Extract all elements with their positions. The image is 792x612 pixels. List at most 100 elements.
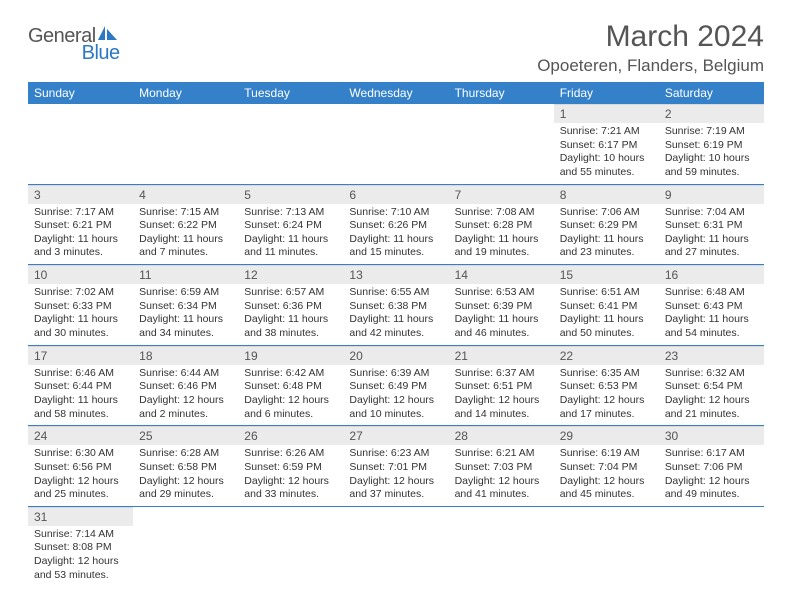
sunset-text: Sunset: 6:49 PM <box>349 380 442 394</box>
sunrise-text: Sunrise: 6:42 AM <box>244 367 337 381</box>
calendar-day-cell <box>449 506 554 586</box>
calendar-day-cell: 23Sunrise: 6:32 AMSunset: 6:54 PMDayligh… <box>659 345 764 426</box>
sunset-text: Sunset: 6:48 PM <box>244 380 337 394</box>
day-number: 21 <box>449 346 554 365</box>
day-number: 3 <box>28 185 133 204</box>
sunset-text: Sunset: 6:22 PM <box>139 219 232 233</box>
sunrise-text: Sunrise: 6:28 AM <box>139 447 232 461</box>
sunset-text: Sunset: 6:26 PM <box>349 219 442 233</box>
daylight-text: Daylight: 11 hours and 27 minutes. <box>665 233 758 260</box>
sunset-text: Sunset: 6:56 PM <box>34 461 127 475</box>
day-details: Sunrise: 7:21 AMSunset: 6:17 PMDaylight:… <box>554 123 659 184</box>
daylight-text: Daylight: 11 hours and 42 minutes. <box>349 313 442 340</box>
sunrise-text: Sunrise: 7:13 AM <box>244 206 337 220</box>
sunset-text: Sunset: 6:28 PM <box>455 219 548 233</box>
sunrise-text: Sunrise: 7:14 AM <box>34 528 127 542</box>
sunrise-text: Sunrise: 7:08 AM <box>455 206 548 220</box>
daylight-text: Daylight: 11 hours and 3 minutes. <box>34 233 127 260</box>
sunset-text: Sunset: 8:08 PM <box>34 541 127 555</box>
calendar-day-cell: 31 Sunrise: 7:14 AMSunset: 8:08 PMDayligh… <box>28 506 133 586</box>
calendar-day-cell <box>343 104 448 184</box>
sunrise-text: Sunrise: 6:19 AM <box>560 447 653 461</box>
calendar-day-cell: 18Sunrise: 6:44 AMSunset: 6:46 PMDayligh… <box>133 345 238 426</box>
sunset-text: Sunset: 6:43 PM <box>665 300 758 314</box>
calendar-day-cell: 9Sunrise: 7:04 AMSunset: 6:31 PMDaylight… <box>659 184 764 265</box>
sunset-text: Sunset: 7:04 PM <box>560 461 653 475</box>
day-details: Sunrise: 6:44 AMSunset: 6:46 PMDaylight:… <box>133 365 238 426</box>
calendar-week-row: 1Sunrise: 7:21 AMSunset: 6:17 PMDaylight… <box>28 104 764 184</box>
day-details: Sunrise: 7:04 AMSunset: 6:31 PMDaylight:… <box>659 204 764 265</box>
month-title: March 2024 <box>537 20 764 54</box>
logo-text-blue: Blue <box>82 43 120 63</box>
sunset-text: Sunset: 6:51 PM <box>455 380 548 394</box>
day-details: Sunrise: 7:06 AMSunset: 6:29 PMDaylight:… <box>554 204 659 265</box>
calendar-week-row: 24Sunrise: 6:30 AMSunset: 6:56 PMDayligh… <box>28 426 764 507</box>
day-number: 14 <box>449 265 554 284</box>
day-details: Sunrise: 6:19 AMSunset: 7:04 PMDaylight:… <box>554 445 659 506</box>
calendar-day-cell: 6Sunrise: 7:10 AMSunset: 6:26 PMDaylight… <box>343 184 448 265</box>
daylight-text: Daylight: 11 hours and 7 minutes. <box>139 233 232 260</box>
weekday-header-row: Sunday Monday Tuesday Wednesday Thursday… <box>28 82 764 104</box>
sunset-text: Sunset: 6:59 PM <box>244 461 337 475</box>
sunset-text: Sunset: 6:38 PM <box>349 300 442 314</box>
title-block: March 2024 Opoeteren, Flanders, Belgium <box>537 20 764 76</box>
daylight-text: Daylight: 11 hours and 54 minutes. <box>665 313 758 340</box>
day-details: Sunrise: 6:39 AMSunset: 6:49 PMDaylight:… <box>343 365 448 426</box>
daylight-text: Daylight: 12 hours and 17 minutes. <box>560 394 653 421</box>
day-number: 26 <box>238 426 343 445</box>
calendar-day-cell <box>238 506 343 586</box>
day-number: 31 <box>28 507 133 526</box>
day-number: 16 <box>659 265 764 284</box>
calendar-week-row: 3Sunrise: 7:17 AMSunset: 6:21 PMDaylight… <box>28 184 764 265</box>
day-details: Sunrise: 7:17 AMSunset: 6:21 PMDaylight:… <box>28 204 133 265</box>
day-details: Sunrise: 6:26 AMSunset: 6:59 PMDaylight:… <box>238 445 343 506</box>
daylight-text: Daylight: 11 hours and 58 minutes. <box>34 394 127 421</box>
day-number: 10 <box>28 265 133 284</box>
sunrise-text: Sunrise: 6:26 AM <box>244 447 337 461</box>
daylight-text: Daylight: 11 hours and 15 minutes. <box>349 233 442 260</box>
sunrise-text: Sunrise: 6:17 AM <box>665 447 758 461</box>
daylight-text: Daylight: 12 hours and 53 minutes. <box>34 555 127 582</box>
calendar-week-row: 17Sunrise: 6:46 AMSunset: 6:44 PMDayligh… <box>28 345 764 426</box>
daylight-text: Daylight: 12 hours and 6 minutes. <box>244 394 337 421</box>
weekday-header: Tuesday <box>238 82 343 104</box>
calendar-day-cell: 2Sunrise: 7:19 AMSunset: 6:19 PMDaylight… <box>659 104 764 184</box>
day-details: Sunrise: 7:19 AMSunset: 6:19 PMDaylight:… <box>659 123 764 184</box>
calendar-day-cell: 16Sunrise: 6:48 AMSunset: 6:43 PMDayligh… <box>659 265 764 346</box>
day-details: Sunrise: 7:08 AMSunset: 6:28 PMDaylight:… <box>449 204 554 265</box>
daylight-text: Daylight: 12 hours and 2 minutes. <box>139 394 232 421</box>
day-number: 11 <box>133 265 238 284</box>
calendar-day-cell: 11Sunrise: 6:59 AMSunset: 6:34 PMDayligh… <box>133 265 238 346</box>
daylight-text: Daylight: 10 hours and 59 minutes. <box>665 152 758 179</box>
daylight-text: Daylight: 12 hours and 10 minutes. <box>349 394 442 421</box>
calendar-day-cell: 8Sunrise: 7:06 AMSunset: 6:29 PMDaylight… <box>554 184 659 265</box>
sunrise-text: Sunrise: 6:21 AM <box>455 447 548 461</box>
sunset-text: Sunset: 6:36 PM <box>244 300 337 314</box>
day-details: Sunrise: 7:10 AMSunset: 6:26 PMDaylight:… <box>343 204 448 265</box>
calendar-day-cell <box>449 104 554 184</box>
sunrise-text: Sunrise: 6:23 AM <box>349 447 442 461</box>
calendar-day-cell <box>554 506 659 586</box>
calendar-day-cell <box>133 104 238 184</box>
daylight-text: Daylight: 12 hours and 21 minutes. <box>665 394 758 421</box>
header: GeneralBlue March 2024 Opoeteren, Flande… <box>28 20 764 76</box>
sunset-text: Sunset: 7:03 PM <box>455 461 548 475</box>
calendar-day-cell <box>238 104 343 184</box>
sunset-text: Sunset: 6:39 PM <box>455 300 548 314</box>
calendar-day-cell: 13Sunrise: 6:55 AMSunset: 6:38 PMDayligh… <box>343 265 448 346</box>
daylight-text: Daylight: 12 hours and 45 minutes. <box>560 475 653 502</box>
calendar-day-cell: 14Sunrise: 6:53 AMSunset: 6:39 PMDayligh… <box>449 265 554 346</box>
calendar-day-cell: 27Sunrise: 6:23 AMSunset: 7:01 PMDayligh… <box>343 426 448 507</box>
day-number: 18 <box>133 346 238 365</box>
daylight-text: Daylight: 12 hours and 49 minutes. <box>665 475 758 502</box>
calendar-body: 1Sunrise: 7:21 AMSunset: 6:17 PMDaylight… <box>28 104 764 586</box>
sunrise-text: Sunrise: 7:17 AM <box>34 206 127 220</box>
day-number: 5 <box>238 185 343 204</box>
day-details: Sunrise: 7:15 AMSunset: 6:22 PMDaylight:… <box>133 204 238 265</box>
day-number: 27 <box>343 426 448 445</box>
calendar-day-cell <box>28 104 133 184</box>
day-number: 25 <box>133 426 238 445</box>
day-number: 2 <box>659 104 764 123</box>
day-details: Sunrise: 6:37 AMSunset: 6:51 PMDaylight:… <box>449 365 554 426</box>
sunrise-text: Sunrise: 7:02 AM <box>34 286 127 300</box>
